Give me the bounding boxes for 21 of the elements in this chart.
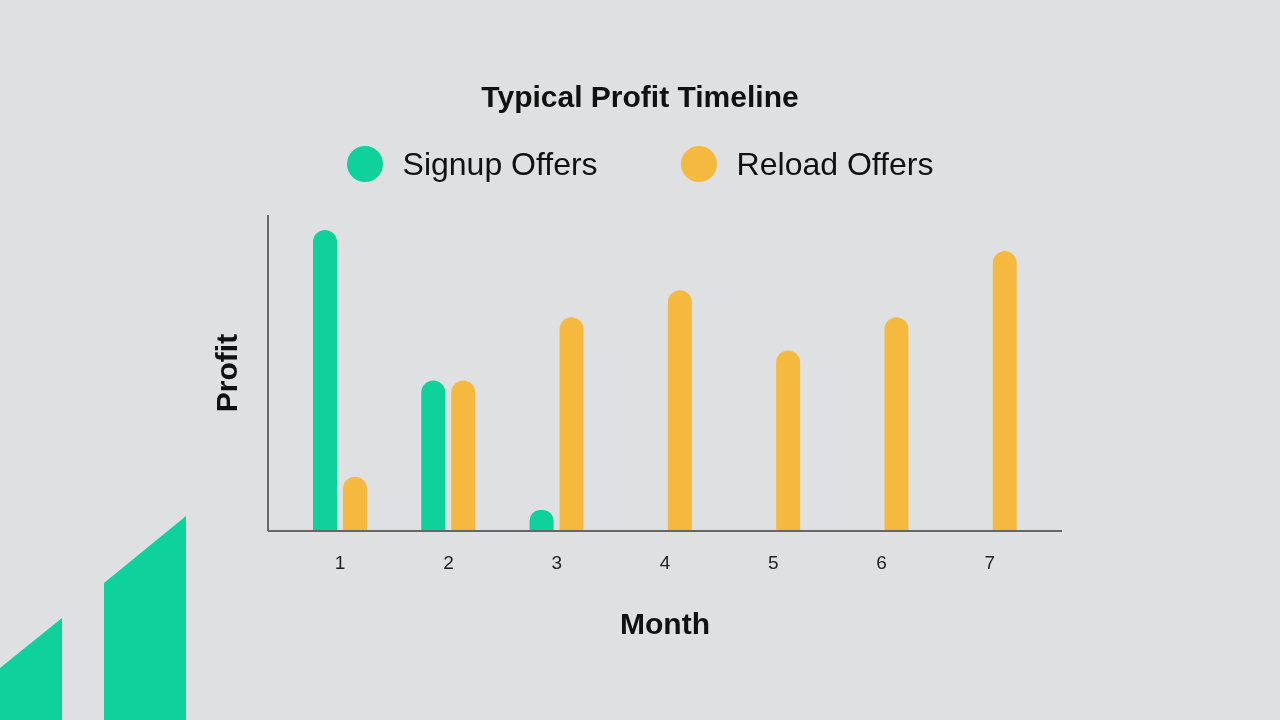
bar <box>421 380 446 531</box>
x-tick-label: 6 <box>876 552 887 574</box>
x-tick-label: 3 <box>551 552 562 574</box>
chart-title: Typical Profit Timeline <box>480 79 800 115</box>
bar <box>884 317 909 531</box>
bar <box>776 350 801 531</box>
x-tick-label: 5 <box>768 552 779 574</box>
bar <box>313 230 337 531</box>
legend-label: Signup Offers <box>402 145 598 183</box>
x-tick-label: 7 <box>984 552 996 574</box>
x-tick-label: 1 <box>334 552 346 574</box>
x-tick-label: 2 <box>443 552 454 574</box>
bar <box>992 251 1017 531</box>
bar <box>559 317 584 531</box>
x-axis-title: Month <box>619 606 711 642</box>
bar <box>667 290 692 531</box>
x-tick-label: 4 <box>659 552 671 574</box>
y-axis-title: Profit <box>209 333 244 413</box>
bar <box>451 380 476 531</box>
bar <box>343 476 367 531</box>
legend-label: Reload Offers <box>736 145 934 183</box>
